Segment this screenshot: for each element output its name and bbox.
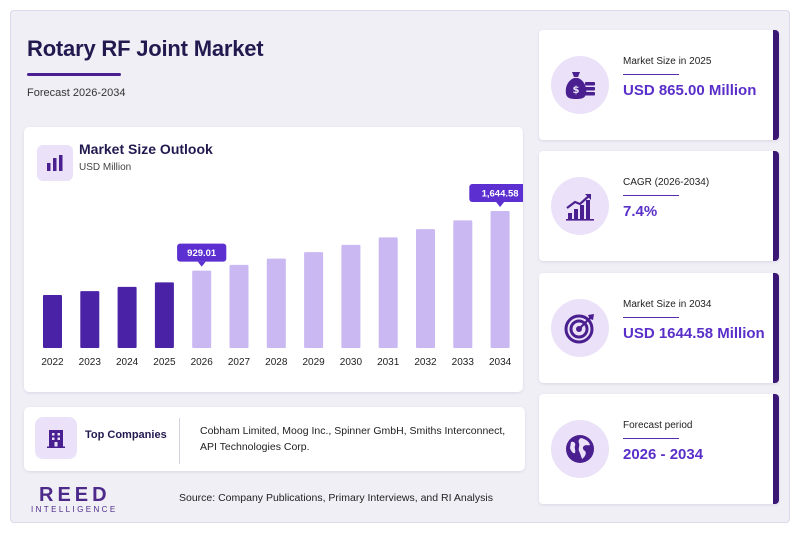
- stat-value: USD 865.00 Million: [623, 82, 757, 99]
- stat-underline: [623, 438, 679, 439]
- title-underline: [27, 73, 121, 76]
- stat-underline: [623, 317, 679, 318]
- stat-label: Market Size in 2025: [623, 56, 712, 67]
- x-tick-label: 2029: [302, 357, 325, 368]
- stat-label: Market Size in 2034: [623, 299, 712, 310]
- callout-2026: 929.01: [177, 243, 227, 267]
- stat-card-market-2034: Market Size in 2034 USD 1644.58 Million: [539, 273, 779, 383]
- companies-list: Cobham Limited, Moog Inc., Spinner GmbH,…: [200, 423, 520, 455]
- x-tick-label: 2027: [228, 357, 251, 368]
- stat-card-cagr: CAGR (2026-2034) 7.4%: [539, 151, 779, 261]
- stat-value: 2026 - 2034: [623, 446, 704, 463]
- x-tick-label: 2031: [377, 357, 400, 368]
- chart-unit-label: USD Million: [79, 162, 132, 173]
- money-bag-icon: $: [551, 56, 609, 114]
- bar-chart-icon: [37, 145, 73, 181]
- bar-2033: [453, 220, 473, 348]
- stat-value: 7.4%: [623, 203, 658, 220]
- stat-card-market-2025: $ Market Size in 2025 USD 865.00 Million: [539, 30, 779, 140]
- x-tick-label: 2026: [191, 357, 214, 368]
- bar-2023: [80, 291, 100, 348]
- page-title: Rotary RF Joint Market: [27, 36, 264, 61]
- target-icon: [551, 299, 609, 357]
- brand-logo-wordmark: REED: [39, 484, 111, 506]
- bar-2030: [341, 244, 361, 348]
- building-icon: [35, 417, 77, 459]
- bar-2025: [154, 282, 174, 348]
- svg-text:$: $: [573, 85, 580, 96]
- bar-2032: [416, 229, 435, 348]
- x-tick-label: 2023: [79, 357, 102, 368]
- companies-divider: [179, 418, 180, 464]
- market-size-bar-chart: 2022 2023 2024 2025 2026 2027 2028 2029 2030 2031…: [41, 183, 523, 368]
- top-companies-label: Top Companies: [85, 429, 167, 441]
- svg-text:1,644.58: 1,644.58: [482, 188, 519, 199]
- x-tick-label: 2022: [41, 357, 64, 368]
- chart-title: Market Size Outlook: [79, 141, 213, 157]
- bar-2029: [304, 252, 324, 348]
- callout-2034: 1,644.58: [469, 183, 523, 207]
- companies-line-2: API Technologies Corp.: [200, 441, 310, 453]
- bar-2022: [43, 295, 62, 348]
- bar-2026: [192, 270, 212, 348]
- companies-line-1: Cobham Limited, Moog Inc., Spinner GmbH,…: [200, 425, 506, 437]
- bar-2024: [117, 286, 137, 348]
- source-note: Source: Company Publications, Primary In…: [179, 492, 493, 504]
- bar-2034: [490, 210, 510, 348]
- bar-2028: [266, 258, 286, 348]
- x-tick-label: 2024: [116, 357, 139, 368]
- globe-icon: [551, 420, 609, 478]
- x-tick-label: 2032: [414, 357, 437, 368]
- stat-card-forecast-period: Forecast period 2026 - 2034: [539, 394, 779, 504]
- page-subtitle: Forecast 2026-2034: [27, 87, 126, 99]
- brand-logo-tagline: INTELLIGENCE: [31, 505, 118, 514]
- bar-2031: [378, 237, 398, 348]
- svg-text:929.01: 929.01: [187, 248, 217, 259]
- top-companies-card: [24, 407, 525, 471]
- stat-label: CAGR (2026-2034): [623, 177, 710, 188]
- stat-underline: [623, 195, 679, 196]
- x-tick-label: 2028: [265, 357, 288, 368]
- x-tick-label: 2034: [489, 357, 512, 368]
- x-tick-label: 2025: [153, 357, 176, 368]
- stat-label: Forecast period: [623, 420, 693, 431]
- bar-2027: [229, 264, 249, 348]
- growth-chart-icon: [551, 177, 609, 235]
- x-tick-label: 2033: [452, 357, 475, 368]
- stat-value: USD 1644.58 Million: [623, 325, 765, 342]
- x-tick-label: 2030: [340, 357, 363, 368]
- stat-underline: [623, 74, 679, 75]
